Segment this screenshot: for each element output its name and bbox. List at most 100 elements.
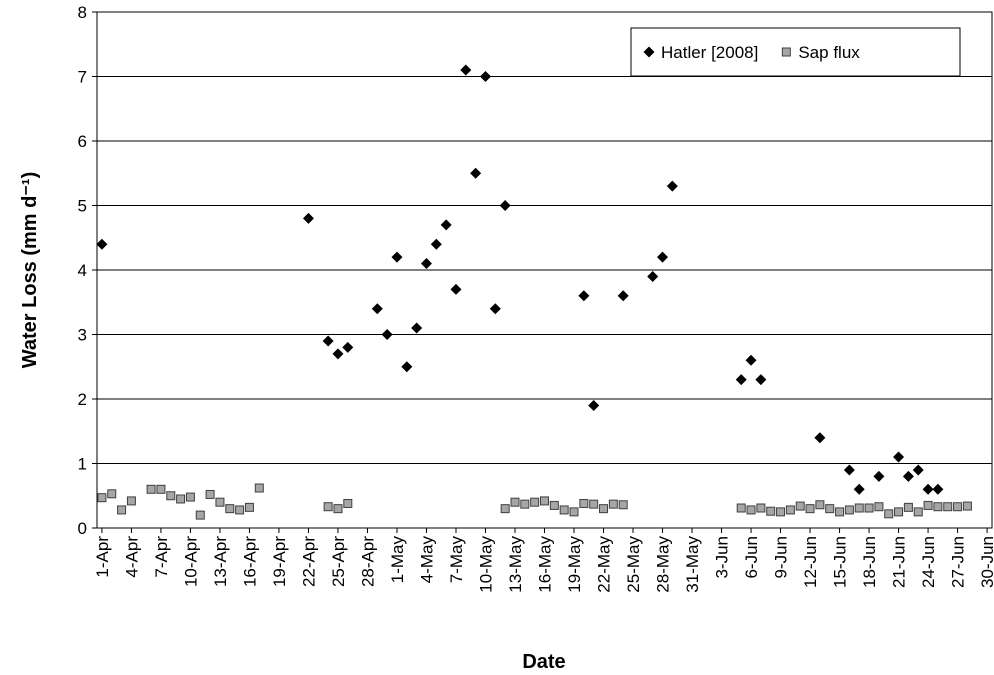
diamond-point (932, 483, 944, 495)
square-point (962, 501, 972, 511)
square-point (195, 510, 205, 520)
diamond-point (371, 303, 383, 315)
square-point (854, 503, 864, 513)
x-tick-label: 28-Apr (358, 536, 377, 587)
y-tick-label: 4 (78, 261, 87, 280)
square-point (185, 492, 195, 502)
x-tick-label: 4-Apr (122, 536, 141, 578)
square-point (599, 504, 609, 514)
diamond-point (479, 71, 491, 82)
square-point (97, 493, 107, 503)
diamond-point (735, 374, 747, 386)
square-point (943, 502, 953, 512)
x-tick-label: 16-May (536, 536, 555, 593)
square-point (825, 504, 835, 514)
y-tick-label: 8 (78, 3, 87, 22)
x-tick-label: 30-Jun (978, 536, 994, 588)
square-point (235, 505, 245, 515)
diamond-point (893, 451, 905, 463)
square-point (913, 507, 923, 517)
square-point (549, 500, 559, 510)
diamond-point (440, 219, 452, 231)
square-point (589, 499, 599, 509)
square-point (933, 502, 943, 512)
x-tick-label: 7-Apr (152, 536, 171, 578)
square-point (894, 507, 904, 517)
square-point (530, 497, 540, 507)
square-point (343, 498, 353, 508)
x-tick-label: 25-May (624, 536, 643, 593)
x-tick-label: 6-Jun (742, 536, 761, 579)
x-tick-label: 13-Apr (211, 536, 230, 587)
legend-label: Sap flux (798, 43, 860, 62)
square-point (805, 504, 815, 514)
x-tick-label: 24-Jun (919, 536, 938, 588)
square-point (756, 503, 766, 513)
diamond-point (666, 180, 678, 192)
square-point (579, 498, 589, 508)
diamond-point (588, 399, 600, 411)
diamond-point (450, 283, 462, 295)
legend-box (630, 27, 961, 77)
square-point (540, 496, 549, 506)
x-tick-label: 19-May (565, 536, 584, 593)
diamond-point (853, 483, 865, 495)
diamond-point (657, 251, 669, 263)
diamond-point (489, 303, 501, 315)
diamond-point (332, 348, 344, 360)
square-point (736, 503, 746, 513)
y-tick-label: 5 (78, 197, 87, 216)
x-tick-label: 19-Apr (270, 536, 289, 587)
legend-label: Hatler [2008] (661, 43, 758, 62)
x-tick-label: 1-May (388, 536, 407, 584)
square-point (117, 505, 127, 515)
x-axis-title: Date (522, 651, 565, 673)
x-tick-label: 3-Jun (713, 536, 732, 579)
square-point (166, 491, 176, 501)
square-point (126, 496, 136, 506)
x-tick-label: 1-Apr (93, 536, 112, 578)
square-point (215, 497, 225, 507)
square-point (953, 502, 963, 512)
square-point (766, 506, 776, 516)
square-point (254, 483, 264, 493)
square-point (923, 500, 933, 510)
square-point (864, 503, 874, 513)
square-point (815, 500, 825, 510)
y-tick-label: 1 (78, 455, 87, 474)
x-tick-label: 18-Jun (860, 536, 879, 588)
diamond-point (843, 464, 855, 476)
diamond-point (470, 167, 482, 179)
diamond-point (755, 374, 767, 386)
diamond-point (96, 238, 108, 250)
y-tick-label: 0 (78, 519, 87, 538)
x-tick-label: 16-Apr (240, 536, 259, 587)
legend-marker (643, 46, 655, 58)
diamond-point (411, 322, 423, 334)
y-tick-label: 7 (78, 68, 87, 87)
x-tick-label: 31-May (683, 536, 702, 593)
diamond-point (391, 251, 403, 263)
square-point (500, 504, 510, 514)
square-point (520, 499, 530, 509)
diamond-point (873, 470, 885, 482)
x-tick-label: 15-Jun (831, 536, 850, 588)
y-axis-title: Water Loss (mm d⁻¹) (19, 172, 41, 369)
square-point (903, 502, 913, 512)
square-point (844, 505, 854, 515)
square-point (874, 502, 884, 512)
diamond-point (401, 361, 413, 373)
x-tick-label: 27-Jun (949, 536, 968, 588)
square-point (746, 505, 756, 515)
square-point (146, 484, 156, 494)
x-tick-label: 7-May (447, 536, 466, 584)
diamond-point (420, 258, 432, 270)
legend-marker (781, 47, 791, 57)
square-point (608, 499, 618, 509)
diamond-point (922, 483, 934, 495)
x-tick-label: 25-Apr (329, 536, 348, 587)
diamond-point (617, 290, 629, 302)
x-tick-label: 22-May (595, 536, 614, 593)
square-point (776, 507, 786, 517)
